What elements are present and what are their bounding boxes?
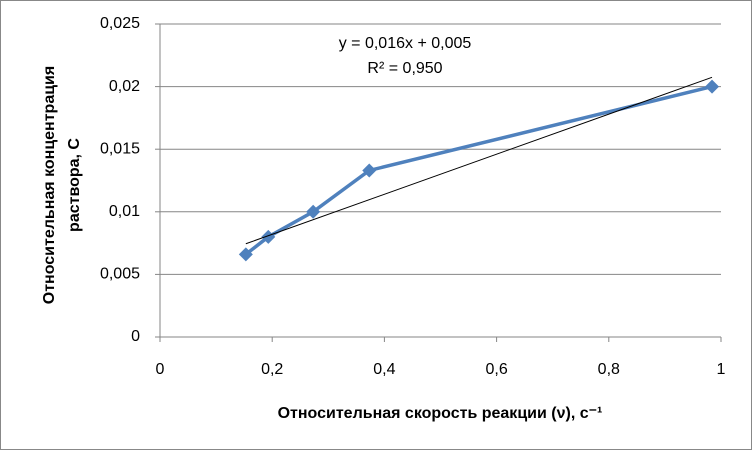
y-axis-title-line: раствора, С [66,138,83,232]
y-tick-label: 0 [131,328,140,345]
y-axis-title: Относительная концентрация раствора, С [41,66,83,304]
point [362,163,377,178]
point [261,229,276,244]
y-tick-label: 0,01 [109,203,140,220]
trendline [245,76,713,245]
x-axis-title: Относительная скорость реакции (ν), с⁻¹ [278,405,603,422]
x-tick-label: 0,6 [485,361,507,378]
trendline-equation: y = 0,016x + 0,005 [339,35,472,52]
x-tick-label: 0,2 [261,361,283,378]
point [705,79,720,94]
y-tick-label: 0,025 [100,15,140,32]
x-tick-label: 0,8 [598,361,620,378]
x-tick-label: 1 [717,361,726,378]
y-tick-label: 0,005 [100,266,140,283]
x-tick-label: 0 [156,361,165,378]
x-tick-label: 0,4 [373,361,395,378]
y-tick-label: 0,02 [109,78,140,95]
point [238,247,253,262]
point [306,204,321,219]
y-axis-title-line: Относительная концентрация [41,66,58,304]
y-tick-label: 0,015 [100,140,140,157]
trendline-r2: R² = 0,950 [367,60,442,77]
